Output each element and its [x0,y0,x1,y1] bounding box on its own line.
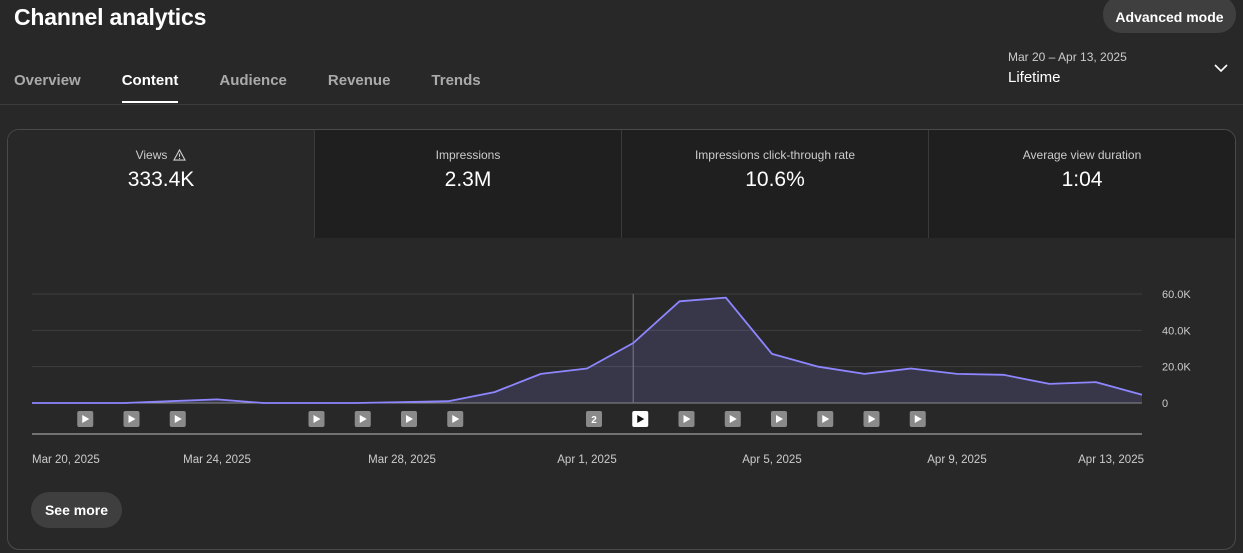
play-icon [359,415,367,423]
y-tick-label: 40.0K [1162,325,1191,337]
date-range-text: Mar 20 – Apr 13, 2025 [1008,50,1127,64]
video-marker[interactable] [308,411,325,427]
tab-divider [0,104,1243,105]
metric-label: Impressions [435,148,501,162]
metric-value: 1:04 [1061,168,1103,191]
video-marker[interactable] [123,411,140,427]
play-icon [82,415,90,423]
x-tick-label: Apr 13, 2025 [1078,454,1144,466]
metric-label: Impressions click-through rate [694,148,856,162]
video-marker[interactable] [77,411,94,427]
views-chart[interactable]: 60.0K 40.0K 20.0K 0 2 Mar 20, 2025 Mar 24, 202… [8,238,1235,478]
video-marker[interactable] [447,411,464,427]
video-marker[interactable] [632,411,649,427]
video-marker[interactable] [354,411,371,427]
see-more-button[interactable]: See more [31,492,122,528]
tab-overview[interactable]: Overview [14,72,81,89]
play-icon [128,415,136,423]
metric-avg-view-duration[interactable]: Average view duration 1:04 [928,130,1235,238]
tab-audience[interactable]: Audience [219,72,287,89]
play-icon [868,415,876,423]
series-line [32,296,1143,404]
play-icon [822,415,830,423]
marker-count-label: 2 [591,415,597,426]
y-tick-label: 0 [1162,398,1168,410]
metric-value: 2.3M [444,168,492,191]
play-icon [683,415,691,423]
x-tick-label: Mar 24, 2025 [183,454,251,466]
video-marker[interactable] [724,411,741,427]
series-area [32,297,1142,403]
x-tick-label: Apr 9, 2025 [927,454,986,466]
video-count-marker[interactable]: 2 [586,411,602,427]
tab-trends[interactable]: Trends [431,72,481,89]
play-icon [776,415,783,423]
metric-value: 10.6% [745,168,805,191]
analytics-card: Views 333.4K Impressions 2.3M Impression… [7,129,1236,550]
tab-content[interactable]: Content [121,72,178,104]
metric-label: Views [135,148,168,162]
play-icon [914,415,922,423]
y-tick-label: 60.0K [1162,289,1191,301]
metric-views[interactable]: Views 333.4K [8,130,314,238]
play-icon [637,415,645,423]
play-icon [174,415,182,423]
metric-ctr[interactable]: Impressions click-through rate 10.6% [621,130,928,238]
metrics-row: Views 333.4K Impressions 2.3M Impression… [8,130,1235,238]
marker-box [586,411,602,427]
video-marker[interactable] [909,411,926,427]
play-icon [729,415,737,423]
warning-icon[interactable] [173,149,187,161]
y-tick-label: 20.0K [1162,362,1191,374]
video-marker[interactable] [169,411,186,427]
play-icon [406,415,413,423]
video-marker[interactable] [863,411,880,427]
metric-label: Average view duration [1022,148,1142,162]
video-marker[interactable] [817,411,834,427]
video-marker[interactable] [401,411,417,427]
tab-bar: Overview Content Audience Revenue Trends [14,72,522,104]
chevron-down-icon[interactable] [1213,62,1229,74]
video-marker[interactable] [678,411,695,427]
video-marker[interactable] [771,411,787,427]
x-tick-label: Mar 20, 2025 [32,454,100,466]
play-icon [313,415,321,423]
x-tick-label: Apr 1, 2025 [557,454,616,466]
x-tick-label: Apr 5, 2025 [742,454,801,466]
x-tick-label: Mar 28, 2025 [368,454,436,466]
metric-value: 333.4K [127,168,195,191]
advanced-mode-button[interactable]: Advanced mode [1103,0,1236,33]
metric-impressions[interactable]: Impressions 2.3M [314,130,621,238]
tab-revenue[interactable]: Revenue [327,72,391,89]
page-title: Channel analytics [14,4,207,30]
date-range-label: Lifetime [1008,69,1061,86]
play-icon [452,415,460,423]
